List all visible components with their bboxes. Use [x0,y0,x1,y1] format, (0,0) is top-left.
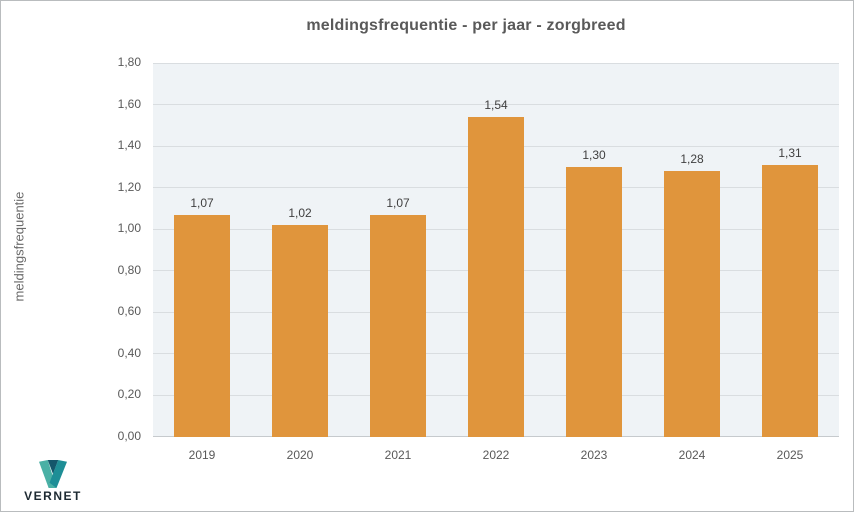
bar-value-label: 1,28 [680,152,704,167]
y-tick-label: 1,80 [117,55,141,69]
bar-2021 [370,214,426,437]
bar-value-label: 1,30 [582,147,606,162]
x-tick-label: 2025 [776,448,804,462]
x-tick-label: 2021 [384,448,412,462]
vernet-logo: VERNET [17,460,89,503]
gridline [153,104,839,106]
bar-2019 [174,214,230,437]
gridline [153,62,839,64]
chart-title: meldingsfrequentie - per jaar - zorgbree… [306,17,626,34]
y-tick-label: 0,40 [117,345,141,360]
vernet-logo-text: VERNET [24,489,82,503]
y-tick-label: 0,00 [117,429,141,443]
vernet-v-mark-icon [39,460,67,488]
bar-2023 [566,166,622,437]
bar-2024 [664,171,720,437]
bar-2025 [762,164,818,437]
y-tick-label: 0,80 [117,262,141,277]
bar-value-label: 1,54 [484,98,508,113]
bar-value-label: 1,02 [288,206,312,221]
bar-value-label: 1,07 [190,195,214,210]
y-tick-label: 0,20 [117,387,141,402]
y-axis-title: meldingsfrequentie [11,191,27,302]
x-tick-label: 2019 [188,448,216,462]
bar-2020 [272,225,328,437]
y-tick-label: 1,00 [117,221,141,236]
y-tick-label: 1,40 [117,138,141,153]
y-tick-label: 0,60 [117,304,141,319]
bar-value-label: 1,07 [386,195,410,210]
y-tick-label: 1,20 [117,179,141,194]
bar-value-label: 1,31 [778,145,802,160]
x-tick-label: 2020 [286,448,314,462]
plot-area: 1,07 1,02 1,07 1,54 1,30 1,28 1,31 [153,62,839,437]
x-tick-label: 2022 [482,448,510,462]
bar-2022 [468,117,524,437]
x-tick-label: 2024 [678,448,706,462]
x-tick-label: 2023 [580,448,608,462]
y-tick-label: 1,60 [117,96,141,111]
